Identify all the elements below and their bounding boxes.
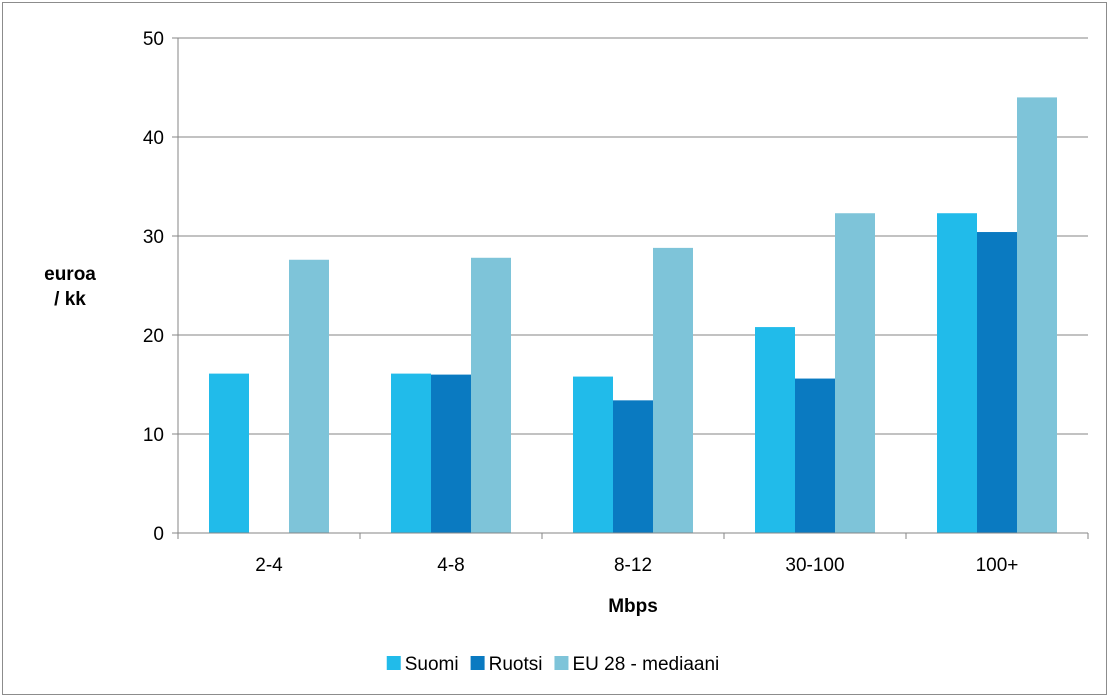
legend-label: Suomi (405, 654, 459, 675)
y-tick-label: 50 (143, 29, 164, 50)
bar-eu-28-mediaani-4-8 (471, 257, 511, 533)
y-tick-label: 20 (143, 326, 164, 347)
bar-suomi-2-4 (209, 373, 249, 533)
y-axis-label-line-2: / kk (54, 289, 86, 310)
y-tick-labels: 0 10 20 30 40 50 (143, 29, 164, 545)
bar-eu-28-mediaani-2-4 (289, 259, 329, 533)
x-tick-label: 100+ (976, 555, 1019, 576)
x-tick-label: 2-4 (255, 555, 283, 576)
axes (177, 38, 1088, 534)
y-tick-label: 30 (143, 227, 164, 248)
x-tick-labels: 2-4 4-8 8-12 30-100 100+ (177, 533, 1089, 576)
bar-ruotsi-30-100 (795, 378, 835, 533)
legend-swatch (386, 656, 401, 670)
legend-label: Ruotsi (489, 654, 543, 675)
y-tick-label: 40 (143, 128, 164, 149)
x-tick-label: 8-12 (614, 555, 652, 576)
bar-ruotsi-8-12 (613, 400, 653, 533)
x-tick-label: 30-100 (785, 555, 844, 576)
legend-swatch (470, 656, 485, 670)
bar-ruotsi-100+ (977, 232, 1017, 534)
legend: Suomi Ruotsi EU 28 - mediaani (386, 654, 719, 675)
y-axis-label-line-1: euroa (44, 264, 96, 285)
bar-suomi-8-12 (573, 376, 613, 533)
bar-suomi-30-100 (755, 327, 795, 533)
bar-ruotsi-4-8 (431, 374, 471, 533)
bar-eu-28-mediaani-100+ (1017, 97, 1057, 534)
bar-suomi-4-8 (391, 373, 431, 533)
gridlines (172, 37, 1088, 534)
legend-swatch (554, 656, 569, 670)
legend-label: EU 28 - mediaani (572, 654, 719, 675)
bar-eu-28-mediaani-30-100 (835, 213, 875, 534)
bars (209, 97, 1057, 534)
x-tick-label: 4-8 (437, 555, 464, 576)
bar-eu-28-mediaani-8-12 (653, 247, 693, 533)
x-axis-label: Mbps (608, 596, 658, 617)
bar-suomi-100+ (937, 213, 977, 534)
y-tick-label: 0 (153, 524, 164, 545)
y-tick-label: 10 (143, 425, 164, 446)
